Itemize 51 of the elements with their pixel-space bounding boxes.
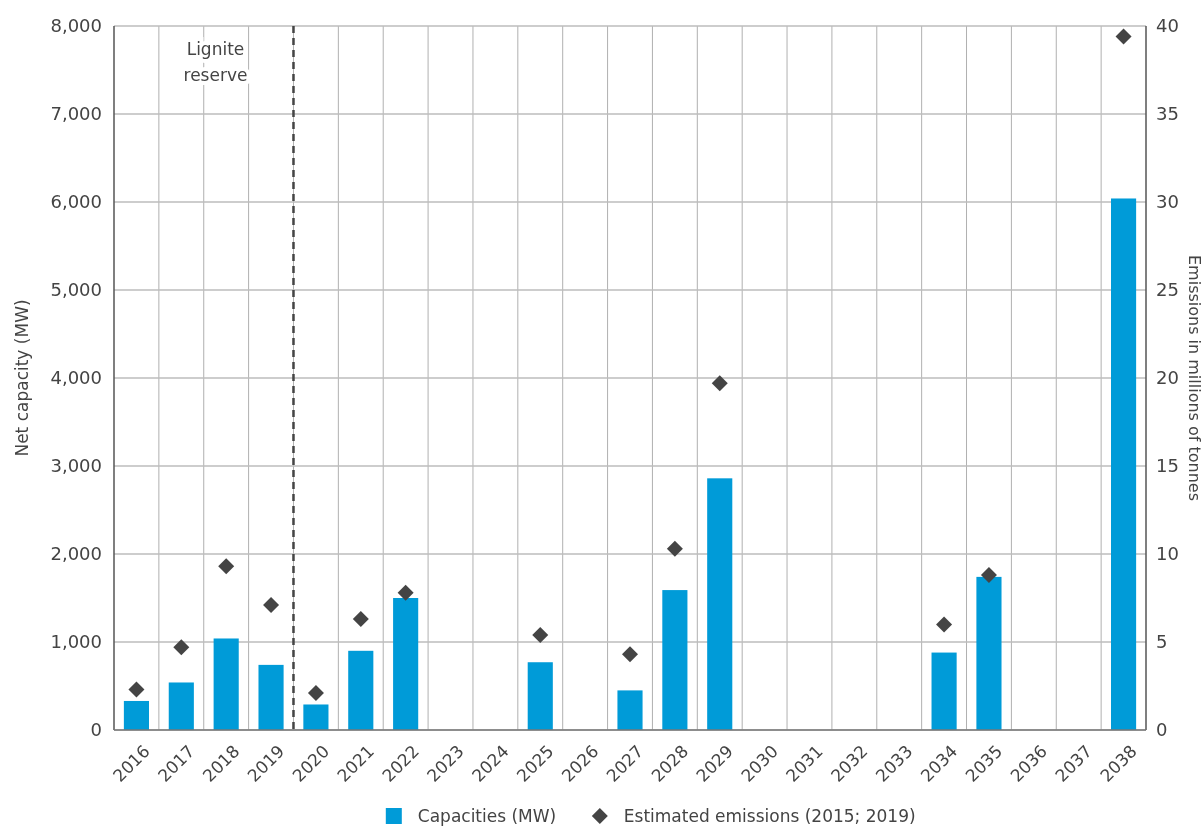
point: [622, 646, 638, 663]
y-tick-label: 3,000: [50, 455, 102, 477]
y-tick-label: 2,000: [50, 543, 102, 565]
point: [352, 611, 369, 628]
bar: [976, 576, 1002, 730]
y2-tick-label: 30: [1156, 191, 1179, 213]
bar: [393, 598, 419, 730]
bar: [168, 682, 194, 730]
bar: [1111, 198, 1137, 730]
y-tick-label: 7,000: [50, 103, 102, 125]
legend-label: Capacities (MW): [417, 805, 557, 826]
y2-tick-label: 10: [1156, 543, 1179, 565]
y2-tick-label: 0: [1156, 719, 1168, 741]
y2-axis-title: Emissions in millions of tonnes: [1185, 254, 1201, 502]
legend-label: Estimated emissions (2015; 2019): [623, 805, 916, 826]
point: [532, 626, 549, 643]
bar: [707, 478, 733, 730]
y2-tick-label: 15: [1156, 455, 1179, 477]
point: [307, 685, 324, 702]
bar: [213, 638, 239, 730]
point: [936, 616, 953, 633]
y-tick-label: 4,000: [50, 367, 102, 389]
point: [711, 375, 728, 392]
ref-line-label: Lignite reserve: [183, 39, 248, 85]
y-tick-label: 0: [90, 719, 102, 741]
y2-tick-label: 25: [1156, 279, 1179, 301]
bar: [527, 662, 553, 730]
y2-tick-label: 35: [1156, 103, 1179, 125]
y2-tick-label: 5: [1156, 631, 1168, 653]
point: [128, 681, 145, 698]
y-tick-label: 6,000: [50, 191, 102, 213]
point: [1115, 28, 1132, 45]
point: [980, 567, 997, 584]
y-tick-label: 5,000: [50, 279, 102, 301]
y-tick-label: 1,000: [50, 631, 102, 653]
bar: [617, 690, 643, 730]
bar: [123, 700, 149, 730]
point: [173, 639, 190, 656]
bar: [303, 704, 329, 730]
y-axis-title: Net capacity (MW): [12, 299, 32, 457]
y2-tick-label: 40: [1156, 15, 1179, 37]
bar: [931, 652, 957, 730]
point: [397, 584, 414, 601]
point: [218, 558, 235, 575]
bar: [662, 590, 688, 730]
point: [666, 540, 683, 557]
y-tick-label: 8,000: [50, 15, 102, 37]
bar: [258, 664, 284, 730]
y2-tick-label: 20: [1156, 367, 1179, 389]
point: [263, 597, 280, 614]
bar: [348, 650, 374, 730]
